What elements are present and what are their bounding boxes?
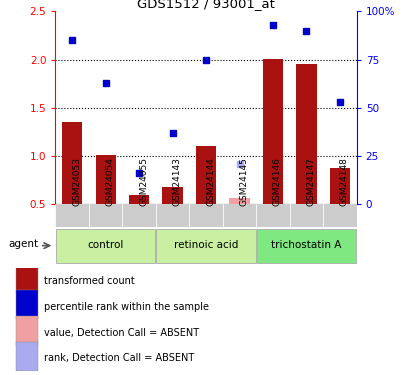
Text: GSM24145: GSM24145 (239, 157, 248, 206)
Bar (196, 147, 216, 204)
Text: percentile rank within the sample: percentile rank within the sample (43, 302, 208, 312)
Text: GSM24146: GSM24146 (272, 157, 281, 206)
Bar (156, 229, 255, 262)
Bar (55, 204, 89, 227)
Text: GSM24054: GSM24054 (106, 157, 114, 206)
Text: value, Detection Call = ABSENT: value, Detection Call = ABSENT (43, 328, 198, 338)
Bar (189, 204, 222, 227)
Bar (95, 155, 115, 204)
Bar (222, 204, 256, 227)
Text: trichostatin A: trichostatin A (271, 240, 341, 250)
Bar (89, 204, 122, 227)
Title: GDS1512 / 93001_at: GDS1512 / 93001_at (137, 0, 274, 10)
Bar (322, 204, 356, 227)
Bar (16, 342, 38, 371)
Text: GSM24144: GSM24144 (205, 158, 214, 206)
Bar (296, 64, 316, 204)
Bar (162, 187, 182, 204)
Text: GSM24147: GSM24147 (306, 157, 315, 206)
Bar (229, 198, 249, 204)
Text: control: control (87, 240, 124, 250)
Bar (129, 195, 149, 204)
Bar (329, 168, 349, 204)
Bar (16, 316, 38, 345)
Text: GSM24053: GSM24053 (72, 157, 81, 206)
Text: GSM24143: GSM24143 (172, 157, 181, 206)
Text: GSM24148: GSM24148 (339, 157, 348, 206)
Bar (256, 229, 355, 262)
Bar (256, 204, 289, 227)
Bar (122, 204, 155, 227)
Text: rank, Detection Call = ABSENT: rank, Detection Call = ABSENT (43, 353, 193, 363)
Bar (62, 122, 82, 204)
Text: agent: agent (8, 239, 38, 249)
Text: GSM24055: GSM24055 (139, 157, 148, 206)
Text: retinoic acid: retinoic acid (173, 240, 238, 250)
Bar (16, 264, 38, 293)
Bar (155, 204, 189, 227)
Bar (16, 290, 38, 319)
Bar (262, 58, 282, 204)
Bar (56, 229, 155, 262)
Text: transformed count: transformed count (43, 276, 134, 286)
Bar (289, 204, 322, 227)
